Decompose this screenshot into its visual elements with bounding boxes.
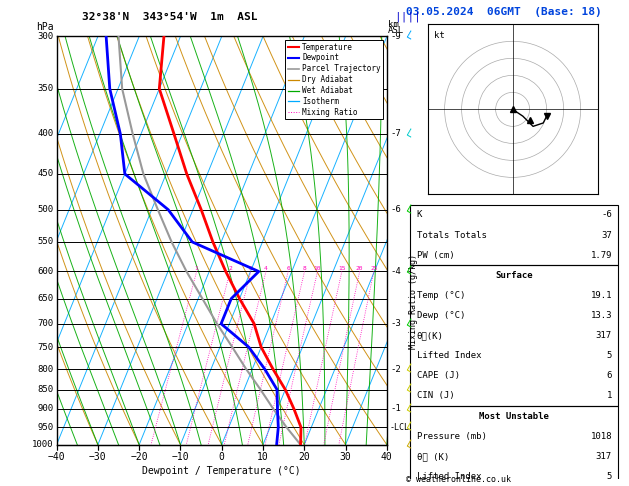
- Text: 32°38'N  343°54'W  1m  ASL: 32°38'N 343°54'W 1m ASL: [82, 12, 257, 22]
- Text: L: L: [403, 204, 415, 216]
- Text: 03.05.2024  06GMT  (Base: 18): 03.05.2024 06GMT (Base: 18): [406, 7, 601, 17]
- Text: 300: 300: [37, 32, 53, 41]
- Text: -4: -4: [390, 267, 401, 276]
- Text: 600: 600: [37, 267, 53, 276]
- Text: L: L: [403, 439, 415, 451]
- Bar: [410, 406, 618, 486]
- Text: 900: 900: [37, 404, 53, 414]
- Text: θᴁ (K): θᴁ (K): [416, 452, 449, 461]
- Text: Most Unstable: Most Unstable: [479, 412, 549, 420]
- Text: kt: kt: [435, 31, 445, 40]
- Text: K: K: [416, 210, 422, 219]
- Text: 350: 350: [37, 84, 53, 93]
- Text: -9: -9: [390, 32, 401, 41]
- Text: 8: 8: [303, 266, 306, 272]
- Text: Totals Totals: Totals Totals: [416, 230, 486, 240]
- Text: -6: -6: [601, 210, 612, 219]
- Text: 13.3: 13.3: [591, 311, 612, 320]
- Text: 750: 750: [37, 343, 53, 352]
- Text: 850: 850: [37, 385, 53, 394]
- Text: ASL: ASL: [388, 26, 404, 35]
- Text: 550: 550: [37, 238, 53, 246]
- Text: 1.79: 1.79: [591, 251, 612, 260]
- Text: 800: 800: [37, 364, 53, 374]
- Text: 950: 950: [37, 423, 53, 432]
- Text: -1: -1: [390, 404, 401, 414]
- Text: Pressure (mb): Pressure (mb): [416, 432, 486, 441]
- Text: 2: 2: [228, 266, 232, 272]
- Text: 10: 10: [314, 266, 321, 272]
- Text: PW (cm): PW (cm): [416, 251, 454, 260]
- Text: 37: 37: [601, 230, 612, 240]
- Text: 1: 1: [195, 266, 199, 272]
- Text: -2: -2: [390, 364, 401, 374]
- Text: 3: 3: [249, 266, 253, 272]
- Text: © weatheronline.co.uk: © weatheronline.co.uk: [406, 474, 511, 484]
- Text: 650: 650: [37, 294, 53, 303]
- Text: Dewp (°C): Dewp (°C): [416, 311, 465, 320]
- Text: CIN (J): CIN (J): [416, 392, 454, 400]
- Text: 6: 6: [606, 371, 612, 381]
- Text: 15: 15: [338, 266, 345, 272]
- Text: ||||: ||||: [394, 12, 421, 22]
- Text: 25: 25: [370, 266, 377, 272]
- X-axis label: Dewpoint / Temperature (°C): Dewpoint / Temperature (°C): [142, 467, 301, 476]
- Text: 317: 317: [596, 331, 612, 340]
- Text: -7: -7: [390, 129, 401, 139]
- Text: 1000: 1000: [32, 440, 53, 449]
- Text: Temp (°C): Temp (°C): [416, 291, 465, 300]
- Text: L: L: [403, 318, 415, 330]
- Text: -3: -3: [390, 319, 401, 328]
- Text: 400: 400: [37, 129, 53, 139]
- Text: -LCL: -LCL: [390, 423, 410, 432]
- Text: 1018: 1018: [591, 432, 612, 441]
- Text: θᴁ(K): θᴁ(K): [416, 331, 443, 340]
- Text: km: km: [388, 20, 399, 29]
- Text: 5: 5: [606, 472, 612, 481]
- Text: Mixing Ratio (g/kg): Mixing Ratio (g/kg): [409, 254, 418, 349]
- Text: L: L: [403, 128, 415, 140]
- Text: Surface: Surface: [496, 271, 533, 280]
- Bar: [410, 205, 618, 265]
- Text: 1: 1: [606, 392, 612, 400]
- Text: 317: 317: [596, 452, 612, 461]
- Text: Lifted Index: Lifted Index: [416, 351, 481, 360]
- Text: CAPE (J): CAPE (J): [416, 371, 460, 381]
- Text: 4: 4: [264, 266, 268, 272]
- Text: L: L: [403, 31, 415, 42]
- Text: 19.1: 19.1: [591, 291, 612, 300]
- Text: 20: 20: [356, 266, 364, 272]
- Text: L: L: [403, 403, 415, 415]
- Text: L: L: [403, 363, 415, 375]
- Text: Lifted Index: Lifted Index: [416, 472, 481, 481]
- Text: L: L: [403, 383, 415, 396]
- Text: L: L: [403, 421, 415, 434]
- Text: 500: 500: [37, 205, 53, 214]
- Text: 450: 450: [37, 170, 53, 178]
- Text: L: L: [403, 265, 415, 278]
- Legend: Temperature, Dewpoint, Parcel Trajectory, Dry Adiabat, Wet Adiabat, Isotherm, Mi: Temperature, Dewpoint, Parcel Trajectory…: [286, 40, 383, 119]
- Text: hPa: hPa: [36, 21, 53, 32]
- Text: 6: 6: [286, 266, 290, 272]
- Text: 700: 700: [37, 319, 53, 328]
- Text: -6: -6: [390, 205, 401, 214]
- Text: 5: 5: [606, 351, 612, 360]
- Bar: [410, 265, 618, 406]
